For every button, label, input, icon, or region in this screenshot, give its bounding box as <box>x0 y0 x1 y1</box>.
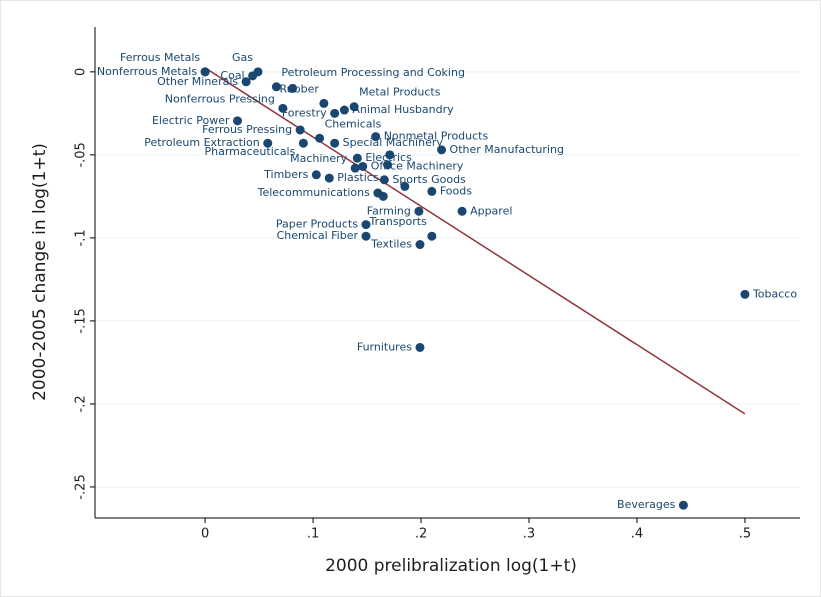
point <box>385 150 395 160</box>
point-label: Gas <box>232 51 253 64</box>
point <box>352 153 362 163</box>
point <box>278 103 288 113</box>
point <box>361 231 371 241</box>
point-label: Furnitures <box>357 340 412 353</box>
x-tick-label: .1 <box>307 527 319 542</box>
point-label: Nonmetal Products <box>384 130 489 143</box>
point-label: Paper Products <box>276 218 358 231</box>
y-axis-title: 2000-2005 change in log(1+t) <box>30 143 50 401</box>
x-tick-label: .4 <box>631 527 643 542</box>
x-tick-label: .5 <box>739 527 751 542</box>
point <box>311 170 321 180</box>
point-label: Chemicals <box>325 117 382 130</box>
point <box>241 77 251 87</box>
point-label: Ferrous Pressing <box>202 123 292 136</box>
point-label: Foods <box>440 184 472 197</box>
point <box>678 500 688 510</box>
point-label: Petroleum Extraction <box>144 136 260 149</box>
point <box>324 173 334 183</box>
point-label: Nonferrous Pressing <box>165 92 275 105</box>
point <box>350 163 360 173</box>
point-label: Beverages <box>617 498 676 511</box>
point <box>349 102 359 112</box>
point-label: Chemical Fiber <box>277 229 359 242</box>
point-label: Ferrous Metals <box>120 51 200 64</box>
point <box>263 138 273 148</box>
point-label: Farming <box>367 204 411 217</box>
point <box>415 240 425 250</box>
point <box>414 206 424 216</box>
point <box>339 105 349 115</box>
point <box>319 98 329 108</box>
point-label: Coal <box>220 69 244 82</box>
point <box>415 342 425 352</box>
point <box>457 206 467 216</box>
point-label: Timbers <box>263 168 308 181</box>
point <box>427 186 437 196</box>
point <box>288 83 298 93</box>
point <box>358 161 368 171</box>
x-tick-label: .2 <box>415 527 427 542</box>
point-label: Forestry <box>282 106 327 119</box>
point-label: Plastics <box>337 171 379 184</box>
y-tick-label: -.1 <box>74 229 89 246</box>
point-label: Sports Goods <box>392 173 466 186</box>
point <box>271 82 281 92</box>
point <box>233 116 243 126</box>
point <box>371 132 381 142</box>
y-tick-label: -.05 <box>74 142 89 167</box>
point-label: Tobacco <box>752 287 797 300</box>
point <box>298 138 308 148</box>
point-label: Electric Power <box>152 114 230 127</box>
point <box>400 181 410 191</box>
plot-area <box>95 27 800 518</box>
point-label: Metal Products <box>359 86 441 99</box>
point-label: Office Machinery <box>371 159 464 172</box>
point <box>200 67 210 77</box>
point-label: Rubber <box>279 82 319 95</box>
point-label: Telecommunications <box>257 186 371 199</box>
point <box>248 71 258 81</box>
y-tick-label: -.25 <box>74 474 89 499</box>
y-tick-label: -.15 <box>74 308 89 333</box>
point-label: Apparel <box>470 204 512 217</box>
point-label: Textiles <box>370 238 412 251</box>
point-label: Machinery <box>290 152 348 165</box>
point-label: Petroleum Processing and Coking <box>281 66 465 79</box>
point <box>295 125 305 135</box>
fit-line <box>204 67 746 415</box>
point <box>378 191 388 201</box>
point-label: Animal Husbandry <box>352 103 454 116</box>
point <box>379 175 389 185</box>
point <box>330 108 340 118</box>
point-label: Nonferrous Metals <box>97 65 197 78</box>
point <box>361 220 371 230</box>
point <box>437 145 447 155</box>
point <box>315 133 325 143</box>
point <box>330 138 340 148</box>
x-tick-label: 0 <box>201 527 209 542</box>
x-axis-title: 2000 prelibralization log(1+t) <box>325 556 577 576</box>
point-label: Other Manufacturing <box>450 143 564 156</box>
point-label: Pharmaceuticals <box>204 145 295 158</box>
x-tick-label: .3 <box>523 527 535 542</box>
point <box>383 160 393 170</box>
point-label: Special Machinery <box>343 136 444 149</box>
y-tick-label: -.2 <box>74 395 89 412</box>
point-label: Other Minerals <box>157 75 238 88</box>
point-label: Transports <box>368 215 427 228</box>
point <box>740 289 750 299</box>
y-tick-label: 0 <box>74 68 89 76</box>
point <box>427 231 437 241</box>
